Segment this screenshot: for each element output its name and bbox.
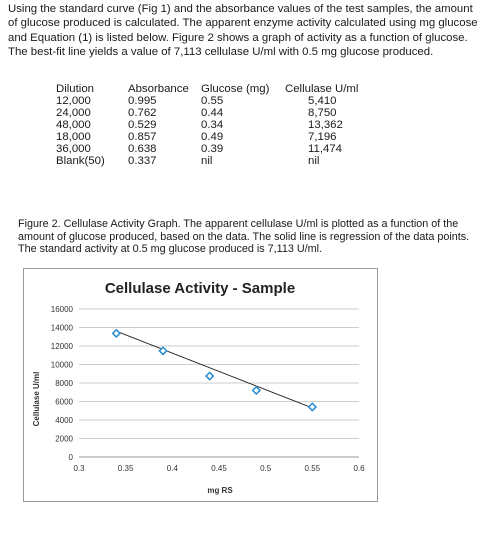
x-tick-label: 0.5: [260, 464, 272, 473]
chart-title: Cellulase Activity - Sample: [105, 280, 295, 297]
data-point: [111, 328, 122, 339]
y-tick-label: 10000: [51, 361, 74, 370]
cell-cellulase: 11,474: [308, 143, 342, 155]
data-point: [251, 385, 262, 396]
cell-absorbance: 0.995: [128, 95, 157, 107]
grid-lines: [79, 308, 359, 458]
data-points: [111, 328, 318, 412]
x-tick-label: 0.35: [118, 464, 134, 473]
y-tick-label: 12000: [51, 342, 74, 351]
cell-absorbance: 0.762: [128, 107, 157, 119]
x-tick-label: 0.55: [305, 464, 321, 473]
y-tick-label: 2000: [55, 435, 73, 444]
cell-dilution: Blank(50): [56, 155, 105, 167]
figure-caption: Figure 2. Cellulase Activity Graph. The …: [18, 218, 470, 256]
cell-dilution: 24,000: [56, 107, 91, 119]
cell-dilution: 36,000: [56, 143, 91, 155]
header-absorbance: Absorbance: [128, 83, 189, 95]
data-point: [204, 371, 215, 381]
cell-dilution: 48,000: [56, 119, 91, 131]
header-dilution: Dilution: [56, 83, 94, 95]
trendline-group: [116, 330, 313, 409]
axis-ticks: 0 2000 4000 6000 8000 10000 12000 14000 16000 0.3…: [51, 305, 365, 473]
cell-absorbance: 0.529: [128, 119, 157, 131]
intro-paragraph: Using the standard curve (Fig 1) and the…: [8, 3, 478, 59]
cell-cellulase: 5,410: [308, 95, 337, 107]
cell-cellulase: 13,362: [308, 119, 343, 131]
cell-absorbance: 0.638: [128, 143, 157, 155]
y-tick-label: 14000: [51, 324, 74, 333]
cell-glucose: 0.39: [201, 143, 224, 155]
header-glucose: Glucose (mg): [201, 83, 270, 95]
y-tick-label: 16000: [51, 305, 74, 314]
x-tick-label: 0.4: [167, 464, 179, 473]
cell-absorbance: 0.857: [128, 131, 157, 143]
x-tick-label: 0.6: [353, 464, 365, 473]
y-tick-label: 4000: [55, 416, 73, 425]
x-tick-label: 0.3: [73, 464, 85, 473]
x-tick-label: 0.45: [211, 464, 227, 473]
y-tick-label: 6000: [55, 398, 73, 407]
cell-glucose: 0.44: [201, 107, 224, 119]
data-point: [158, 346, 168, 356]
cell-glucose: 0.49: [201, 131, 224, 143]
y-tick-label: 8000: [55, 379, 73, 388]
x-axis-label: mg RS: [207, 486, 233, 495]
cell-absorbance: 0.337: [128, 155, 157, 167]
cell-glucose: 0.55: [201, 95, 224, 107]
cell-dilution: 18,000: [56, 131, 91, 143]
y-axis-label: Cellulase U/ml: [32, 372, 41, 427]
header-cellulase: Cellulase U/ml: [285, 83, 359, 95]
cell-cellulase: 8,750: [308, 107, 337, 119]
data-point: [307, 402, 318, 412]
cell-dilution: 12,000: [56, 95, 91, 107]
cell-cellulase: nil: [308, 155, 320, 167]
cell-glucose: nil: [201, 155, 213, 167]
y-tick-label: 0: [69, 453, 74, 462]
chart-container: Cellulase Activity - Sample 0 2000 4000 600…: [23, 268, 378, 502]
trendline: [116, 330, 313, 409]
cell-cellulase: 7,196: [308, 131, 337, 143]
activity-chart: Cellulase Activity - Sample 0 2000 4000 600…: [32, 280, 365, 495]
cell-glucose: 0.34: [201, 119, 224, 131]
